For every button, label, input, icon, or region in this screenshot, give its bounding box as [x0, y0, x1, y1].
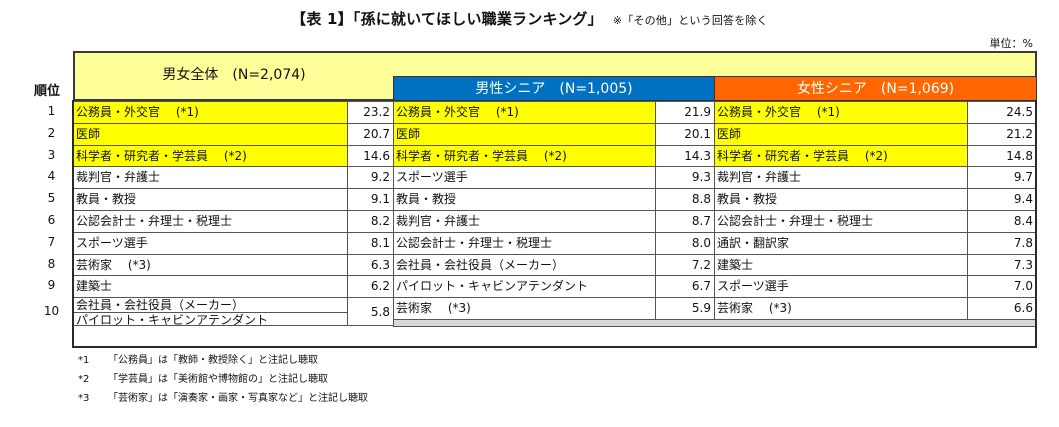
female-job-name: 公認会計士・弁理士・税理士 [714, 210, 968, 233]
all-value: 9.2 [347, 166, 394, 190]
male-job-name: 医師 [393, 122, 656, 146]
all-job-name: 公認会計士・弁理士・税理士 [73, 210, 348, 233]
footnote-text: 「公務員」は「教師・教授除く」と注記し聴取 [108, 355, 318, 366]
all-value: 8.1 [347, 231, 394, 255]
female-value: 14.8 [967, 144, 1037, 168]
male-job-name: 会社員・会社役員（メーカー） [393, 253, 656, 277]
title-note: ※「その他」という回答を除く [612, 14, 768, 27]
female-value: 7.3 [967, 253, 1037, 277]
header-all: 男女全体 (N=2,074) [162, 67, 306, 83]
male-job-name: スポーツ選手 [393, 166, 656, 190]
rank-cell: 1 [47, 104, 56, 118]
female-value: 9.7 [967, 166, 1037, 190]
rank-cell: 2 [47, 125, 56, 140]
footnote-key: *3 [78, 393, 90, 404]
all-job-name: パイロット・キャビンアテンダント [73, 312, 348, 327]
rank-cell: 9 [47, 278, 56, 293]
female-value: 8.4 [967, 210, 1037, 233]
all-job-name: 裁判官・弁護士 [73, 166, 348, 190]
female-value: 7.8 [967, 231, 1037, 255]
all-job-name: 科学者・研究者・学芸員 (*2) [73, 144, 348, 168]
all-job-name: 建築士 [73, 275, 348, 299]
footnote: *2 「学芸員」は「美術館や博物館の」と注記し聴取 [78, 370, 328, 385]
male-job-name: 科学者・研究者・学芸員 (*2) [393, 144, 656, 168]
footnote-text: 「芸術家」は「演奏家・画家・写真家など」と注記し聴取 [108, 393, 368, 404]
rank-cell: 8 [47, 256, 56, 271]
all-job-name: 芸術家 (*3) [73, 253, 348, 277]
rank-cell: 6 [47, 213, 56, 227]
male-job-name: 裁判官・弁護士 [393, 210, 656, 233]
table-title: 【表 1】「孫に就いてほしい職業ランキング」 ※「その他」という回答を除く [0, 8, 1059, 29]
male-value: 7.2 [655, 253, 715, 277]
male-job-name: 公務員・外交官 (*1) [393, 101, 656, 124]
unit-label: 単位：% [989, 37, 1033, 50]
rank-cell: 3 [47, 147, 56, 162]
male-value: 20.1 [655, 122, 715, 146]
header-female: 女性シニア (N=1,069) [714, 76, 1037, 101]
male-value: 21.9 [655, 101, 715, 124]
all-value: 5.8 [347, 297, 394, 327]
male-job-name: 芸術家 (*3) [393, 297, 656, 320]
all-job-name: 教員・教授 [73, 188, 348, 211]
all-value: 23.2 [347, 101, 394, 124]
female-job-name: 通訳・翻訳家 [714, 231, 968, 255]
rank-cell: 5 [47, 191, 56, 206]
female-value: 24.5 [967, 101, 1037, 124]
footnote: *1 「公務員」は「教師・教授除く」と注記し聴取 [78, 351, 318, 366]
male-value: 14.3 [655, 144, 715, 168]
female-job-name: 医師 [714, 122, 968, 146]
female-value: 7.0 [967, 275, 1037, 299]
all-job-name: 会社員・会社役員（メーカー） [73, 297, 348, 314]
male-job-name: パイロット・キャビンアテンダント [393, 275, 656, 299]
female-job-name: 公務員・外交官 (*1) [714, 101, 968, 124]
rank-cell: 10 [43, 304, 60, 319]
all-job-name: 医師 [73, 122, 348, 146]
all-value: 20.7 [347, 122, 394, 146]
all-job-name: 公務員・外交官 (*1) [73, 101, 348, 124]
male-value: 8.8 [655, 188, 715, 211]
all-value: 8.2 [347, 210, 394, 233]
all-value: 6.3 [347, 253, 394, 277]
female-value: 6.6 [967, 297, 1037, 320]
rank-cell: 4 [47, 169, 56, 184]
footnote-text: 「学芸員」は「美術館や博物館の」と注記し聴取 [108, 374, 328, 385]
female-value: 9.4 [967, 188, 1037, 211]
all-job-name: スポーツ選手 [73, 231, 348, 255]
all-value: 14.6 [347, 144, 394, 168]
female-job-name: 芸術家 (*3) [714, 297, 968, 320]
title-text: 【表 1】「孫に就いてほしい職業ランキング」 [291, 10, 603, 28]
footnote: *3 「芸術家」は「演奏家・画家・写真家など」と注記し聴取 [78, 389, 368, 404]
female-job-name: スポーツ選手 [714, 275, 968, 299]
male-value: 8.7 [655, 210, 715, 233]
female-job-name: 教員・教授 [714, 188, 968, 211]
rank-cell: 7 [47, 234, 56, 249]
rank-header: 順位 [34, 84, 61, 99]
footnote-key: *2 [78, 374, 90, 385]
male-value: 8.0 [655, 231, 715, 255]
female-job-name: 建築士 [714, 253, 968, 277]
all-value: 6.2 [347, 275, 394, 299]
male-job-name: 教員・教授 [393, 188, 656, 211]
footnote-key: *1 [78, 355, 90, 366]
female-job-name: 科学者・研究者・学芸員 (*2) [714, 144, 968, 168]
male-value: 9.3 [655, 166, 715, 190]
female-value: 21.2 [967, 122, 1037, 146]
empty-cell [393, 319, 1037, 328]
female-job-name: 裁判官・弁護士 [714, 166, 968, 190]
male-job-name: 公認会計士・弁理士・税理士 [393, 231, 656, 255]
header-male: 男性シニア (N=1,005) [393, 76, 715, 101]
male-value: 6.7 [655, 275, 715, 299]
male-value: 5.9 [655, 297, 715, 320]
all-value: 9.1 [347, 188, 394, 211]
